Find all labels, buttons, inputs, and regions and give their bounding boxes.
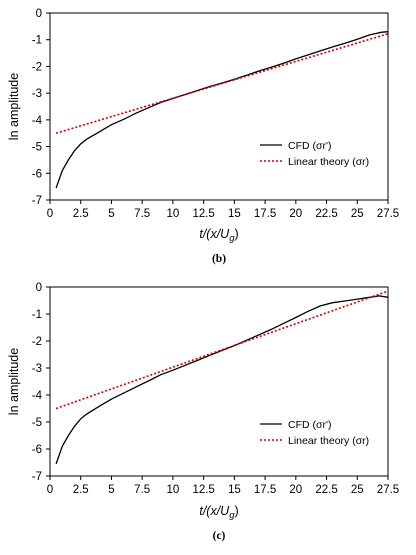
x-tick-label: 20 xyxy=(289,208,302,220)
y-tick-label: -6 xyxy=(32,168,42,180)
chart-panel-2: 0 2.5 5 7.5 10 12.5 15 17.5 20 22.5 25 27.5 0 -1 -2 -3 -… xyxy=(7,282,399,542)
y-tick-label: 0 xyxy=(36,282,42,294)
plot-frame xyxy=(49,286,389,477)
x-tick-label: 10 xyxy=(167,208,180,220)
x-axis-title: t/(x/Ug) xyxy=(199,227,238,244)
y-tick-label: -2 xyxy=(32,336,42,348)
y-tick-label: -2 xyxy=(32,61,42,73)
cfd-series-line xyxy=(55,295,389,465)
legend-label: Linear theory (σr) xyxy=(288,435,369,447)
y-tick-label: 0 xyxy=(36,8,42,20)
y-axis-title: ln amplitude xyxy=(7,348,21,415)
y-tick-label: -1 xyxy=(32,35,42,47)
y-tick-label: -7 xyxy=(32,195,42,207)
chart-panel-1: 0 2.5 5 7.5 10 12.5 15 17.5 20 22.5 25 27.5 0 -1 -2 -3 -… xyxy=(7,8,399,265)
x-tick-label: 2.5 xyxy=(73,484,89,496)
y-tick-label: -4 xyxy=(32,390,43,402)
x-tick-label: 0 xyxy=(47,484,53,496)
legend-label: CFD (σr') xyxy=(288,419,331,431)
y-tick-label: -7 xyxy=(32,471,42,483)
x-tick-label: 15 xyxy=(228,208,241,220)
y-tick-label: -5 xyxy=(32,142,42,154)
x-axis-title: t/(x/Ug) xyxy=(199,504,238,521)
x-tick-label: 25 xyxy=(351,208,364,220)
x-tick-label: 22.5 xyxy=(315,484,337,496)
panel-label: (b) xyxy=(212,253,226,265)
linear-theory-series-line xyxy=(55,290,389,410)
y-axis-title: ln amplitude xyxy=(7,73,21,140)
x-tick-label: 27.5 xyxy=(377,208,399,220)
y-tick-label: -1 xyxy=(32,309,42,321)
x-tick-label: 7.5 xyxy=(134,484,150,496)
x-tick-label: 0 xyxy=(47,208,53,220)
x-tick-label: 27.5 xyxy=(377,484,399,496)
legend-label: CFD (σr') xyxy=(288,140,331,152)
x-tick-label: 15 xyxy=(228,484,241,496)
x-tick-label: 7.5 xyxy=(134,208,150,220)
y-tick-label: -3 xyxy=(32,88,42,100)
legend: CFD (σr') Linear theory (σr) xyxy=(260,419,369,447)
x-tick-label: 22.5 xyxy=(315,208,337,220)
x-tick-label: 17.5 xyxy=(254,484,276,496)
x-tick-label: 25 xyxy=(351,484,364,496)
linear-theory-series-line xyxy=(55,33,389,134)
panel-label: (c) xyxy=(213,530,226,542)
x-tick-label: 17.5 xyxy=(254,208,276,220)
x-tick-label: 12.5 xyxy=(192,208,214,220)
x-tick-label: 5 xyxy=(108,484,114,496)
legend-label: Linear theory (σr) xyxy=(288,156,369,168)
x-tick-label: 2.5 xyxy=(73,208,89,220)
y-tick-label: -4 xyxy=(32,115,43,127)
x-tick-label: 12.5 xyxy=(192,484,214,496)
y-tick-label: -6 xyxy=(32,444,42,456)
y-tick-label: -3 xyxy=(32,363,42,375)
plot-frame xyxy=(49,12,389,201)
y-tick-label: -5 xyxy=(32,417,42,429)
legend: CFD (σr') Linear theory (σr) xyxy=(260,140,369,168)
x-tick-label: 10 xyxy=(167,484,180,496)
x-tick-label: 20 xyxy=(289,484,302,496)
x-tick-label: 5 xyxy=(108,208,114,220)
